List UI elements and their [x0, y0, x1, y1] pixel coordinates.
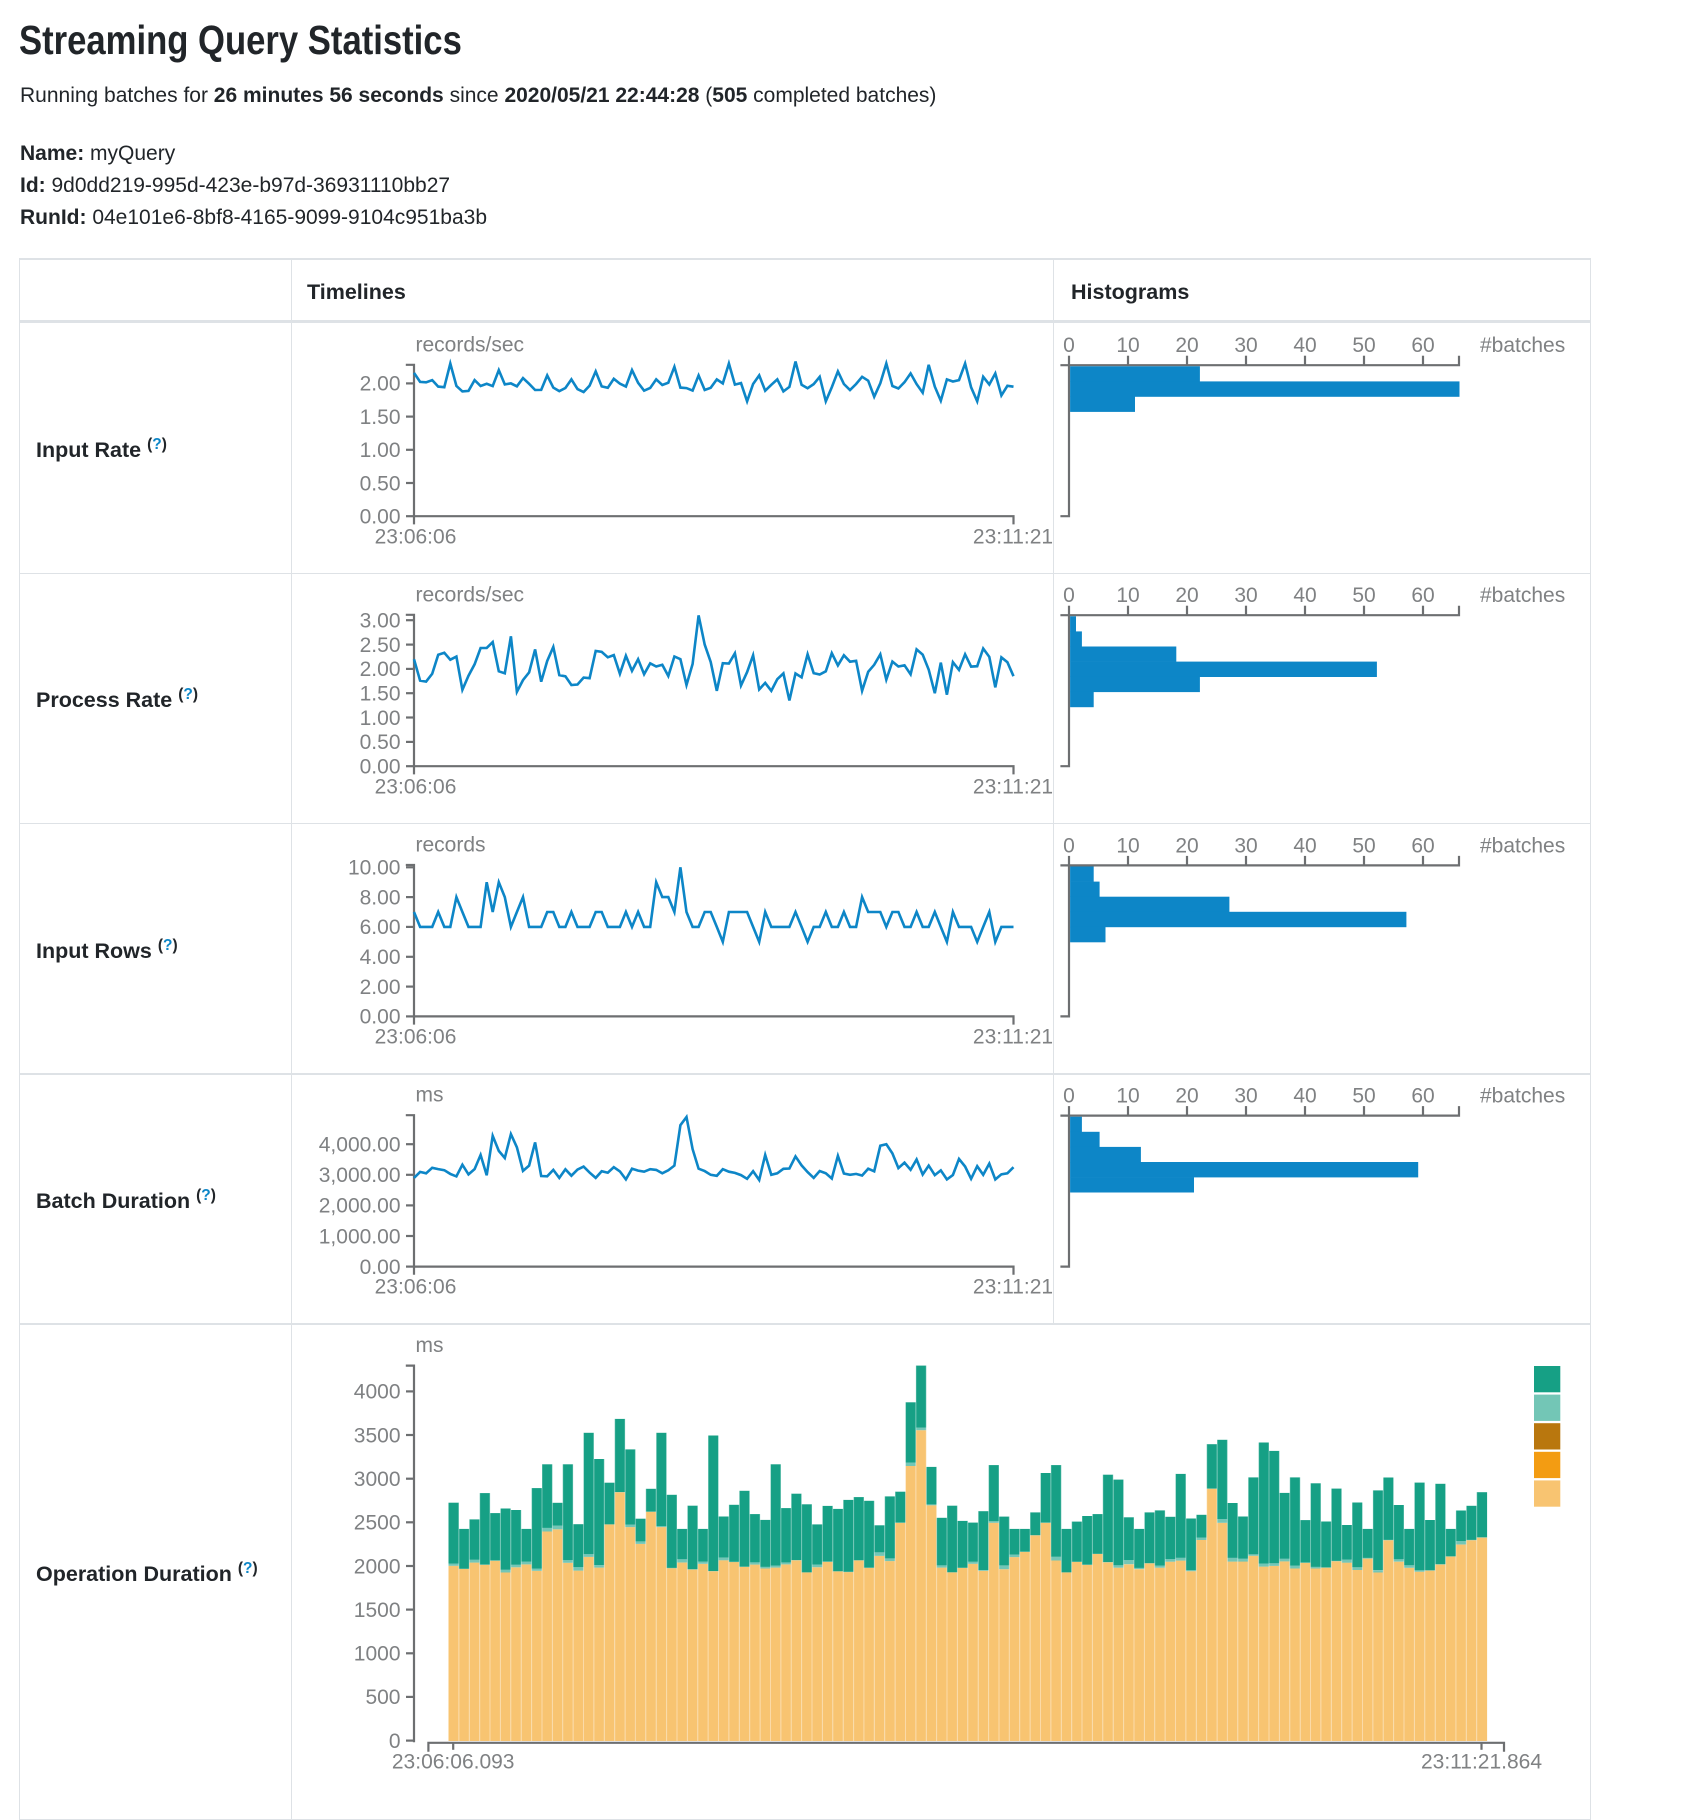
svg-text:0: 0 [1063, 1085, 1075, 1108]
svg-text:10: 10 [1116, 1085, 1139, 1108]
svg-text:ms: ms [416, 1084, 444, 1107]
svg-text:#batches: #batches [1480, 334, 1565, 357]
svg-text:#batches: #batches [1480, 834, 1565, 857]
svg-text:23:06:06: 23:06:06 [375, 1276, 457, 1299]
svg-text:1,000.00: 1,000.00 [319, 1225, 401, 1248]
svg-text:ms: ms [416, 1334, 444, 1357]
svg-text:40: 40 [1293, 334, 1316, 357]
svg-text:6.00: 6.00 [360, 916, 401, 939]
svg-text:0.50: 0.50 [360, 472, 401, 495]
svg-text:23:06:06.093: 23:06:06.093 [392, 1751, 515, 1774]
svg-text:50: 50 [1352, 1085, 1375, 1108]
svg-text:0: 0 [1063, 834, 1075, 857]
svg-text:3,000.00: 3,000.00 [319, 1164, 401, 1187]
svg-text:40: 40 [1293, 1085, 1316, 1108]
svg-text:60: 60 [1411, 1085, 1434, 1108]
svg-text:1000: 1000 [354, 1643, 401, 1666]
svg-text:0.00: 0.00 [360, 756, 401, 779]
svg-text:40: 40 [1293, 834, 1316, 857]
svg-text:4.00: 4.00 [360, 946, 401, 969]
svg-text:records/sec: records/sec [416, 583, 525, 606]
svg-text:40: 40 [1293, 584, 1316, 607]
svg-text:2.50: 2.50 [360, 634, 401, 657]
svg-text:1500: 1500 [354, 1599, 401, 1622]
svg-text:0: 0 [389, 1730, 401, 1753]
svg-text:30: 30 [1234, 1085, 1257, 1108]
svg-text:30: 30 [1234, 584, 1257, 607]
svg-text:20: 20 [1175, 584, 1198, 607]
svg-text:#batches: #batches [1480, 584, 1565, 607]
svg-text:2500: 2500 [354, 1512, 401, 1535]
svg-text:23:06:06: 23:06:06 [375, 525, 457, 548]
svg-text:0.00: 0.00 [360, 506, 401, 529]
svg-text:0: 0 [1063, 584, 1075, 607]
svg-text:0.00: 0.00 [360, 1256, 401, 1279]
svg-text:0.00: 0.00 [360, 1006, 401, 1029]
svg-text:1.00: 1.00 [360, 439, 401, 462]
svg-text:60: 60 [1411, 834, 1434, 857]
svg-text:23:11:21: 23:11:21 [973, 775, 1053, 798]
svg-text:records/sec: records/sec [416, 333, 525, 356]
svg-text:0: 0 [1063, 334, 1075, 357]
svg-text:10: 10 [1116, 334, 1139, 357]
svg-text:20: 20 [1175, 334, 1198, 357]
svg-text:60: 60 [1411, 584, 1434, 607]
svg-text:23:11:21: 23:11:21 [973, 1276, 1053, 1299]
svg-text:2.00: 2.00 [360, 373, 401, 396]
svg-text:30: 30 [1234, 334, 1257, 357]
svg-text:2.00: 2.00 [360, 976, 401, 999]
svg-text:2,000.00: 2,000.00 [319, 1195, 401, 1218]
svg-text:20: 20 [1175, 834, 1198, 857]
svg-text:60: 60 [1411, 334, 1434, 357]
svg-text:3.00: 3.00 [360, 610, 401, 633]
svg-text:23:11:21: 23:11:21 [973, 1026, 1053, 1049]
svg-text:records: records [416, 834, 486, 857]
svg-text:10: 10 [1116, 834, 1139, 857]
svg-text:23:06:06: 23:06:06 [375, 1026, 457, 1049]
svg-text:23:06:06: 23:06:06 [375, 775, 457, 798]
svg-text:20: 20 [1175, 1085, 1198, 1108]
svg-text:23:11:21.864: 23:11:21.864 [1421, 1751, 1542, 1774]
svg-text:8.00: 8.00 [360, 886, 401, 909]
svg-text:3000: 3000 [354, 1468, 401, 1491]
svg-text:10.00: 10.00 [348, 857, 401, 880]
svg-text:50: 50 [1352, 334, 1375, 357]
svg-text:30: 30 [1234, 834, 1257, 857]
svg-text:50: 50 [1352, 834, 1375, 857]
svg-text:4000: 4000 [354, 1381, 401, 1404]
svg-text:1.50: 1.50 [360, 406, 401, 429]
svg-text:0.50: 0.50 [360, 731, 401, 754]
svg-text:#batches: #batches [1480, 1085, 1565, 1108]
svg-text:10: 10 [1116, 584, 1139, 607]
svg-text:50: 50 [1352, 584, 1375, 607]
svg-text:1.00: 1.00 [360, 707, 401, 730]
svg-text:1.50: 1.50 [360, 683, 401, 706]
svg-text:23:11:21: 23:11:21 [973, 525, 1053, 548]
svg-text:500: 500 [365, 1686, 400, 1709]
svg-text:2.00: 2.00 [360, 658, 401, 681]
svg-text:3500: 3500 [354, 1424, 401, 1447]
svg-text:4,000.00: 4,000.00 [319, 1134, 401, 1157]
svg-text:2000: 2000 [354, 1555, 401, 1578]
